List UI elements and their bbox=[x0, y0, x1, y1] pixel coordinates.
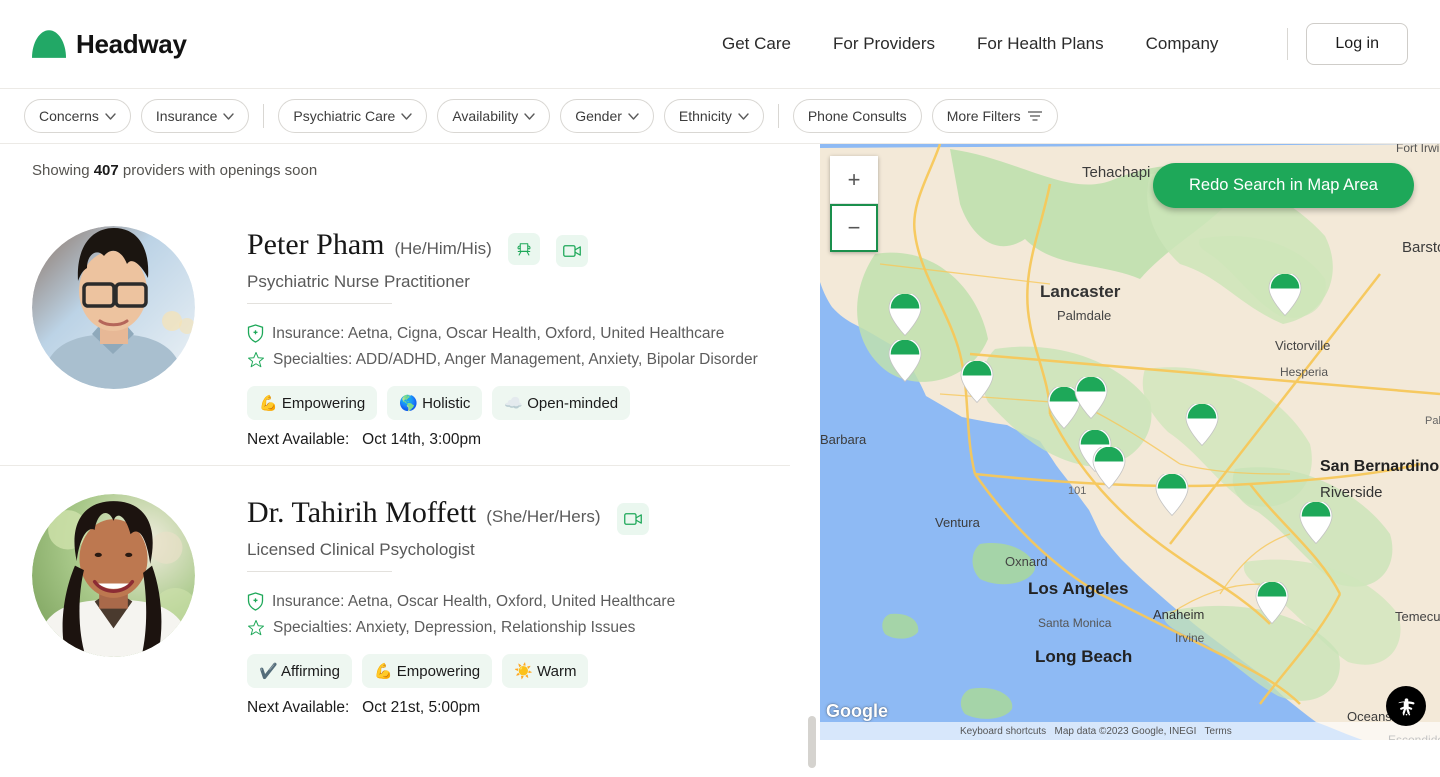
svg-text:Palmdale: Palmdale bbox=[1057, 308, 1111, 323]
svg-text:Anaheim: Anaheim bbox=[1153, 607, 1204, 622]
svg-text:Temecula: Temecula bbox=[1395, 609, 1440, 624]
svg-text:Hesperia: Hesperia bbox=[1280, 365, 1328, 379]
svg-text:Santa Monica: Santa Monica bbox=[1038, 616, 1112, 630]
svg-text:San Bernardino: San Bernardino bbox=[1320, 458, 1439, 475]
svg-text:101: 101 bbox=[1068, 485, 1086, 497]
svg-text:Long Beach: Long Beach bbox=[1035, 647, 1132, 666]
svg-text:Tehachapi: Tehachapi bbox=[1082, 164, 1150, 181]
svg-text:Victorville: Victorville bbox=[1275, 338, 1330, 353]
svg-text:Los Angeles: Los Angeles bbox=[1028, 579, 1128, 598]
svg-text:Ventura: Ventura bbox=[935, 515, 981, 530]
svg-text:Barstow: Barstow bbox=[1402, 239, 1440, 256]
svg-text:Palm S: Palm S bbox=[1425, 415, 1440, 427]
svg-text:Riverside: Riverside bbox=[1320, 484, 1383, 501]
svg-text:Irvine: Irvine bbox=[1175, 631, 1205, 645]
svg-text:Fort Irwin: Fort Irwin bbox=[1396, 144, 1440, 155]
svg-text:Barbara: Barbara bbox=[820, 432, 867, 447]
svg-text:Oxnard: Oxnard bbox=[1005, 554, 1048, 569]
svg-text:Lancaster: Lancaster bbox=[1040, 282, 1121, 301]
